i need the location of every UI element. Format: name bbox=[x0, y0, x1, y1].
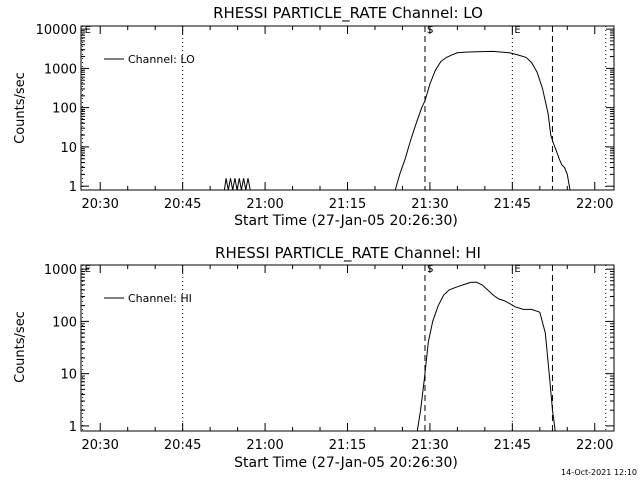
chart-title: RHESSI PARTICLE_RATE Channel: HI bbox=[215, 244, 481, 263]
lo-channel-panel: RHESSI PARTICLE_RATE Channel: LO ESE 1 10… bbox=[13, 4, 615, 229]
x-tick-label: 20:30 bbox=[81, 197, 118, 212]
chart-title: RHESSI PARTICLE_RATE Channel: LO bbox=[213, 4, 483, 23]
plot-frame bbox=[80, 264, 615, 432]
data-series bbox=[416, 281, 556, 432]
x-tick-label: 21:15 bbox=[329, 438, 366, 453]
y-tick-label: 1000 bbox=[44, 263, 77, 278]
y-tick-label: 100 bbox=[52, 102, 77, 117]
x-tick-label: 21:45 bbox=[494, 197, 531, 212]
legend: Channel: HI bbox=[104, 292, 192, 305]
x-tick-label: 22:00 bbox=[576, 197, 613, 212]
y-tick-label: 10 bbox=[60, 368, 77, 383]
x-tick-label: 21:00 bbox=[246, 197, 283, 212]
y-tick-label: 1 bbox=[69, 420, 77, 435]
footer-timestamp: 14-Oct-2021 12:10 bbox=[561, 468, 637, 477]
marker-label: E bbox=[85, 25, 91, 36]
y-tick-label: 10000 bbox=[36, 23, 77, 38]
y-tick-label: 1 bbox=[69, 180, 77, 195]
plot-frame bbox=[80, 25, 615, 191]
series-line bbox=[223, 178, 251, 191]
y-axis-label: Counts/sec bbox=[13, 311, 28, 383]
legend: Channel: LO bbox=[104, 53, 195, 66]
x-tick-label: 21:00 bbox=[246, 438, 283, 453]
x-tick-label: 21:45 bbox=[494, 438, 531, 453]
x-axis-ticks: 20:30 20:45 21:00 21:15 21:30 21:45 22:00 bbox=[81, 26, 614, 212]
legend-label: Channel: LO bbox=[128, 53, 195, 66]
y-axis-ticks: 1 10 100 1000 bbox=[44, 263, 614, 435]
x-tick-label: 21:30 bbox=[411, 438, 448, 453]
marker-label: E bbox=[514, 25, 520, 36]
x-axis-label: Start Time (27-Jan-05 20:26:30) bbox=[234, 455, 458, 471]
y-tick-label: 100 bbox=[52, 315, 77, 330]
series-line bbox=[416, 281, 556, 432]
x-tick-label: 21:15 bbox=[329, 197, 366, 212]
x-tick-label: 22:00 bbox=[576, 438, 613, 453]
x-tick-label: 21:30 bbox=[411, 197, 448, 212]
y-tick-label: 1000 bbox=[44, 62, 77, 77]
y-tick-label: 10 bbox=[60, 141, 77, 156]
y-axis-label: Counts/sec bbox=[13, 72, 28, 144]
x-tick-label: 20:45 bbox=[164, 438, 201, 453]
x-axis-ticks: 20:30 20:45 21:00 21:15 21:30 21:45 22:00 bbox=[81, 265, 614, 453]
series-line bbox=[394, 50, 571, 191]
marker-label: E bbox=[514, 264, 520, 275]
time-markers: ESE bbox=[82, 25, 607, 190]
legend-label: Channel: HI bbox=[128, 292, 192, 305]
data-series bbox=[223, 50, 571, 191]
x-tick-label: 20:30 bbox=[81, 438, 118, 453]
time-markers: ESE bbox=[82, 264, 607, 431]
y-axis-ticks: 1 10 100 1000 10000 bbox=[36, 23, 614, 195]
x-axis-label: Start Time (27-Jan-05 20:26:30) bbox=[234, 213, 458, 229]
x-tick-label: 20:45 bbox=[164, 197, 201, 212]
hi-channel-panel: RHESSI PARTICLE_RATE Channel: HI ESE 1 10… bbox=[13, 244, 615, 471]
